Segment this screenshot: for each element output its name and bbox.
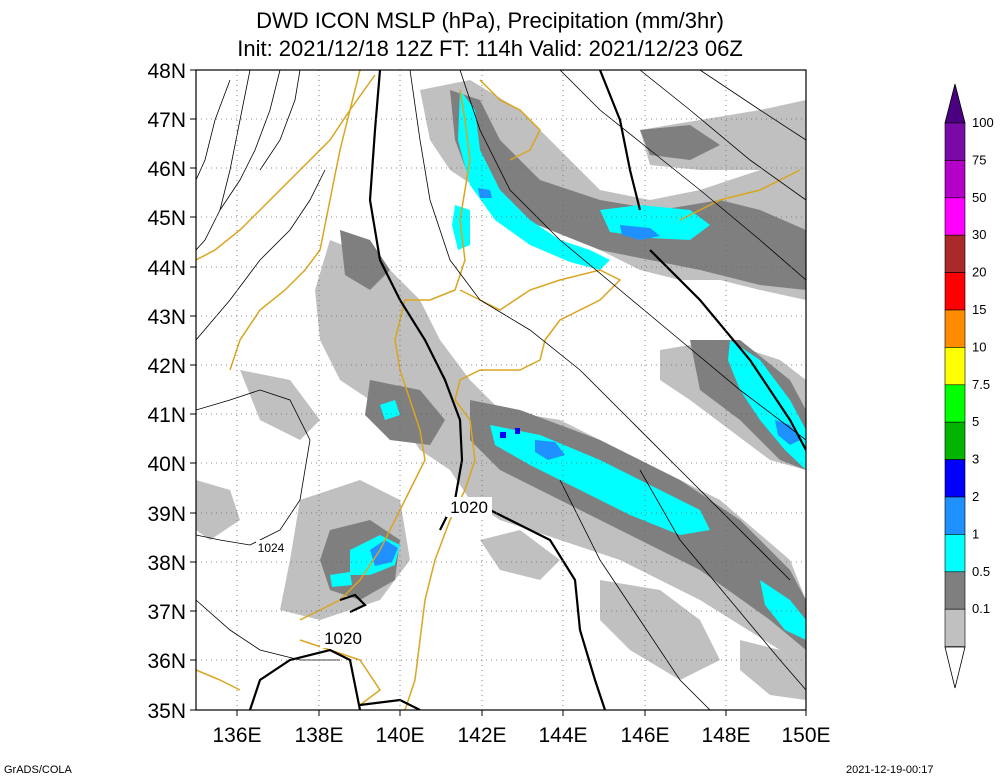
lat-label: 47N (147, 109, 186, 132)
lon-label: 138E (294, 724, 343, 747)
colorbar-swatch (944, 421, 966, 460)
footer-credit: GrADS/COLA (4, 764, 72, 776)
isobars-thin (196, 70, 806, 710)
lon-label: 144E (538, 724, 587, 747)
lat-label: 40N (147, 453, 186, 476)
lat-label: 43N (147, 306, 186, 329)
colorbar-top-arrow (944, 83, 966, 124)
latitude-labels: 48N 47N 46N 45N 44N 43N 42N 41N 40N 39N … (147, 60, 186, 723)
colorbar-level-label: 0.1 (972, 601, 990, 616)
contour-label-1020-south: 1020 (324, 629, 362, 648)
lat-label: 48N (147, 60, 186, 83)
lat-label: 37N (147, 601, 186, 624)
lat-label: 38N (147, 552, 186, 575)
colorbar-swatch (944, 160, 966, 199)
colorbar-level-label: 3 (972, 452, 979, 467)
contour-label-1020: 1020 (450, 498, 488, 517)
lon-label: 150E (781, 724, 830, 747)
lon-label: 136E (212, 724, 261, 747)
lat-label: 46N (147, 158, 186, 181)
colorbar-swatch (944, 608, 966, 647)
lat-label: 35N (147, 700, 186, 723)
colorbar-swatch (944, 122, 966, 161)
colorbar-swatch (944, 309, 966, 348)
grid-lines (196, 70, 806, 710)
colorbar-level-label: 7.5 (972, 377, 990, 392)
lat-label: 45N (147, 207, 186, 230)
colorbar-legend: 100 75 50 30 20 15 10 7.5 5 3 2 1 0.5 0.1 (944, 83, 994, 689)
colorbar-level-label: 2 (972, 489, 979, 504)
colorbar-level-label: 10 (972, 339, 986, 354)
colorbar-swatch (944, 459, 966, 498)
contour-label-1024: 1024 (258, 541, 285, 555)
lat-label: 44N (147, 257, 186, 280)
precip-2-areas (370, 188, 800, 566)
lat-label: 36N (147, 650, 186, 673)
isobars-thick (248, 70, 806, 710)
colorbar-level-label: 20 (972, 265, 986, 280)
precip-3-areas (500, 428, 520, 438)
tick-marks (190, 69, 807, 716)
lat-label: 42N (147, 355, 186, 378)
colorbar-swatch (944, 384, 966, 423)
colorbar-swatch (944, 234, 966, 273)
footer-timestamp: 2021-12-19-00:17 (846, 764, 934, 776)
lat-label: 39N (147, 503, 186, 526)
colorbar-swatch (944, 534, 966, 573)
colorbar-level-label: 1 (972, 526, 979, 541)
plot-area: 1020 1024 1020 (196, 70, 806, 710)
colorbar-level-label: 50 (972, 190, 986, 205)
colorbar-swatch (944, 272, 966, 311)
colorbar-level-label: 0.5 (972, 564, 990, 579)
plot-frame (195, 69, 807, 711)
lon-label: 142E (457, 724, 506, 747)
lon-label: 146E (620, 724, 669, 747)
map-subtitle: Init: 2021/12/18 12Z FT: 114h Valid: 202… (237, 36, 743, 61)
colorbar-level-label: 15 (972, 302, 986, 317)
colorbar-level-label: 100 (972, 115, 994, 130)
colorbar-swatch (944, 197, 966, 236)
colorbar-level-label: 5 (972, 414, 979, 429)
lon-label: 140E (375, 724, 424, 747)
colorbar-level-label: 75 (972, 152, 986, 167)
longitude-labels: 136E 138E 140E 142E 144E 146E 148E 150E (212, 724, 830, 747)
colorbar-swatch (944, 347, 966, 386)
lon-label: 148E (701, 724, 750, 747)
colorbar-swatch (944, 571, 966, 610)
colorbar-level-label: 30 (972, 227, 986, 242)
colorbar-swatch (944, 496, 966, 535)
map-title: DWD ICON MSLP (hPa), Precipitation (mm/3… (256, 8, 724, 33)
lat-label: 41N (147, 404, 186, 427)
colorbar-bottom-arrow (944, 646, 966, 689)
